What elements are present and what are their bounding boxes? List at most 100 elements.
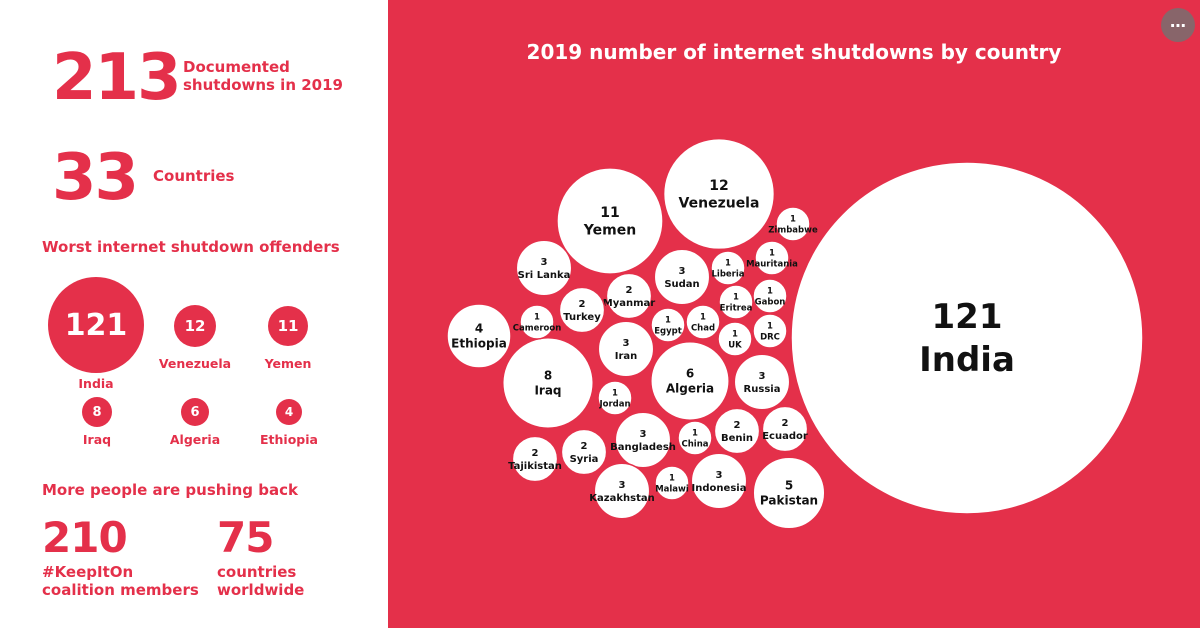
bubble-yemen: 11 Yemen bbox=[556, 167, 664, 275]
bubble-circle-cameroon bbox=[519, 304, 555, 340]
bubble-value-venezuela: 12 bbox=[709, 178, 728, 194]
bubble-value-uk: 1 bbox=[732, 330, 738, 340]
bubble-label-drc: DRC bbox=[760, 332, 780, 342]
bubble-value-algeria: 6 bbox=[686, 367, 694, 381]
bubble-circle-eritrea bbox=[718, 284, 754, 320]
bubble-label-sudan: Sudan bbox=[664, 279, 699, 290]
offender-dot-india: 121 bbox=[48, 277, 144, 373]
bubble-label-russia: Russia bbox=[744, 384, 781, 395]
offender-dot-ethiopia: 4 bbox=[276, 399, 302, 425]
more-horizontal-icon[interactable]: ⋯ bbox=[1161, 8, 1195, 42]
worldwide-label: countries worldwide bbox=[217, 563, 304, 599]
coalition-label-line1: #KeepItOn bbox=[42, 563, 134, 581]
bubble-uk: 1UK bbox=[717, 321, 753, 357]
bubble-value-egypt: 1 bbox=[665, 316, 671, 326]
bubble-value-sri-lanka: 3 bbox=[541, 257, 548, 268]
bubble-label-gabon: Gabon bbox=[755, 297, 786, 307]
bubble-label-pakistan: Pakistan bbox=[760, 494, 818, 508]
bubble-value-jordan: 1 bbox=[612, 389, 618, 399]
bubble-bangladesh: 3 Bangladesh bbox=[610, 411, 676, 469]
bubble-syria: 2 Syria bbox=[560, 428, 608, 476]
shutdowns-label: Documented shutdowns in 2019 bbox=[183, 58, 343, 94]
bubble-circle-tajikistan bbox=[511, 435, 559, 483]
bubble-label-benin: Benin bbox=[721, 433, 753, 444]
bubble-sri-lanka: 3 Sri Lanka bbox=[515, 239, 573, 297]
bubble-value-cameroon: 1 bbox=[534, 313, 540, 323]
bubble-value-ecuador: 2 bbox=[782, 418, 789, 429]
bubble-circle-egypt bbox=[650, 307, 686, 343]
offender-dot-algeria: 6 bbox=[181, 398, 209, 426]
offender-label-algeria: Algeria bbox=[169, 432, 221, 447]
bubble-value-russia: 3 bbox=[759, 371, 766, 382]
bubble-value-sudan: 3 bbox=[679, 266, 686, 277]
bubble-circle-india bbox=[790, 161, 1144, 515]
offender-label-ethiopia: Ethiopia bbox=[260, 432, 318, 447]
bubble-circle-uk bbox=[717, 321, 753, 357]
offender-dot-iraq: 8 bbox=[82, 397, 112, 427]
bubble-circle-ethiopia bbox=[446, 303, 512, 369]
offender-dot-yemen: 11 bbox=[268, 306, 308, 346]
worldwide-count: 75 bbox=[217, 513, 274, 562]
shutdowns-label-line2: shutdowns in 2019 bbox=[183, 76, 343, 94]
countries-count: 33 bbox=[52, 141, 139, 215]
bubble-value-eritrea: 1 bbox=[733, 293, 739, 303]
bubble-circle-indonesia bbox=[690, 452, 748, 510]
bubble-value-kazakhstan: 3 bbox=[619, 480, 626, 491]
bubble-circle-benin bbox=[713, 407, 761, 455]
coalition-label-line2: coalition members bbox=[42, 581, 199, 599]
bubble-circle-iran bbox=[597, 320, 655, 378]
shutdowns-label-line1: Documented bbox=[183, 58, 290, 76]
offender-label-india: India bbox=[78, 376, 114, 391]
bubble-label-zimbabwe: Zimbabwe bbox=[768, 225, 818, 235]
bubble-label-tajikistan: Tajikistan bbox=[508, 461, 562, 472]
bubble-circle-zimbabwe bbox=[775, 206, 811, 242]
bubble-value-zimbabwe: 1 bbox=[790, 215, 796, 225]
pushback-heading: More people are pushing back bbox=[42, 481, 298, 499]
bubble-circle-kazakhstan bbox=[593, 462, 651, 520]
bubble-label-venezuela: Venezuela bbox=[679, 196, 760, 212]
bubble-circle-bangladesh bbox=[614, 411, 672, 469]
bubble-value-china: 1 bbox=[692, 429, 698, 439]
bubble-turkey: 2 Turkey bbox=[558, 286, 606, 334]
bubble-circle-china bbox=[677, 420, 713, 456]
bubble-value-bangladesh: 3 bbox=[640, 429, 647, 440]
bubble-label-iraq: Iraq bbox=[534, 384, 561, 398]
coalition-count: 210 bbox=[42, 513, 128, 562]
offender-label-yemen: Yemen bbox=[264, 356, 312, 371]
bubble-value-indonesia: 3 bbox=[716, 470, 723, 481]
bubble-circle-malawi bbox=[654, 465, 690, 501]
bubble-circle-pakistan bbox=[752, 456, 826, 530]
coalition-label: #KeepItOn coalition members bbox=[42, 563, 199, 599]
bubble-value-india: 121 bbox=[932, 297, 1003, 337]
bubble-label-bangladesh: Bangladesh bbox=[610, 442, 676, 453]
bubble-circle-chad bbox=[685, 304, 721, 340]
bubble-label-syria: Syria bbox=[570, 454, 599, 465]
bubble-value-drc: 1 bbox=[767, 322, 773, 332]
bubble-label-liberia: Liberia bbox=[711, 269, 744, 279]
bubble-value-tajikistan: 2 bbox=[532, 448, 539, 459]
bubble-label-ecuador: Ecuador bbox=[762, 431, 808, 442]
offenders-heading: Worst internet shutdown offenders bbox=[42, 238, 340, 256]
bubble-value-myanmar: 2 bbox=[626, 285, 633, 296]
offender-label-iraq: Iraq bbox=[82, 432, 112, 447]
bubble-circle-mauritania bbox=[754, 240, 790, 276]
bubble-label-sri-lanka: Sri Lanka bbox=[518, 270, 571, 281]
bubble-tajikistan: 2 Tajikistan bbox=[508, 435, 562, 483]
bubble-chart: 121India12Venezuela11Yemen8Iraq6Algeria5… bbox=[446, 137, 1144, 530]
offender-dot-venezuela: 12 bbox=[174, 305, 216, 347]
bubble-value-mauritania: 1 bbox=[769, 249, 775, 259]
bubble-value-pakistan: 5 bbox=[785, 479, 793, 493]
bubble-label-yemen: Yemen bbox=[583, 223, 636, 239]
bubble-label-eritrea: Eritrea bbox=[720, 303, 753, 313]
